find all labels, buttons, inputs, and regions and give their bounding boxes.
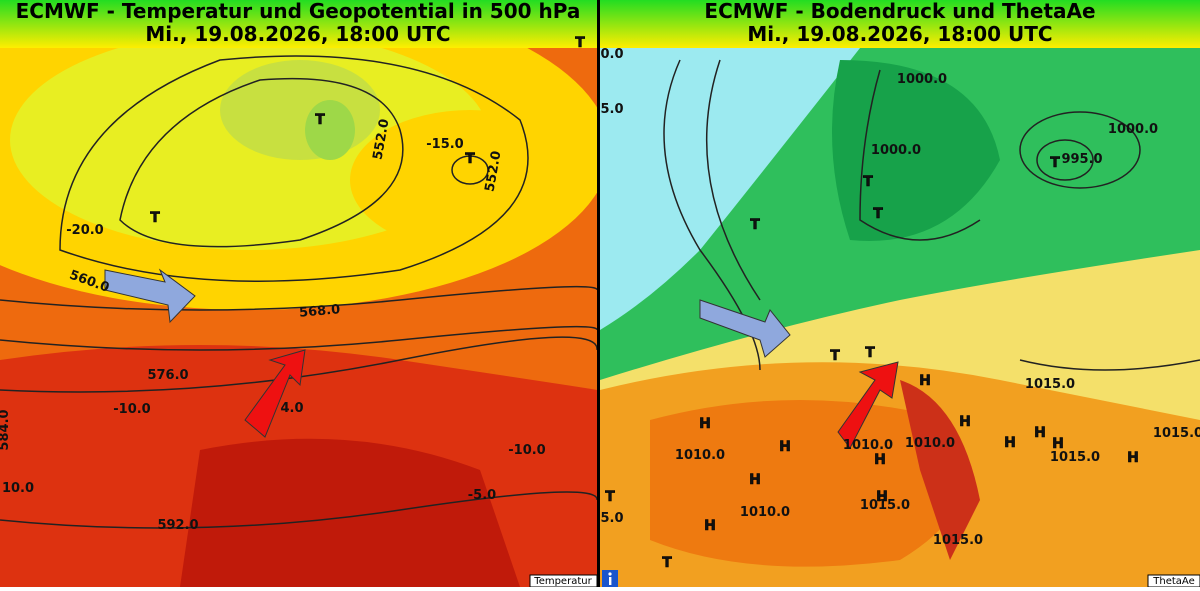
map-label: 1015.0 [1050, 450, 1100, 465]
map-label: -10.0 [113, 402, 150, 417]
map-label: 1000.0 [897, 72, 947, 87]
map-label: T [605, 489, 615, 505]
right-header [600, 0, 1200, 48]
map-label: -5.0 [468, 488, 496, 503]
map-label: T [662, 555, 672, 571]
map-label: 1015.0 [1153, 426, 1200, 441]
map-label: H [704, 518, 716, 534]
map-label: 552.0 [483, 150, 505, 193]
map-label: 1015.0 [860, 498, 910, 513]
map-label: 1010.0 [905, 436, 955, 451]
map-label: 1010.0 [843, 438, 893, 453]
map-label: H [699, 416, 711, 432]
map-label: 10.0 [2, 481, 34, 496]
left-legend: Temperatur [533, 576, 592, 587]
map-label: 568.0 [299, 302, 341, 321]
map-label: 552.0 [371, 118, 393, 161]
left-title: ECMWF - Temperatur und Geopotential in 5… [16, 0, 581, 23]
map-label: H [959, 414, 971, 430]
map-label: T [863, 174, 873, 190]
divider [597, 0, 600, 587]
map-label: 5.0 [600, 102, 623, 117]
map-label: H [876, 489, 888, 505]
map-label: T [150, 210, 160, 226]
map-label: T [830, 348, 840, 364]
map-label: H [1004, 435, 1016, 451]
map-label: 576.0 [147, 368, 188, 383]
map-label: H [1052, 436, 1064, 452]
map-label: T [315, 112, 325, 128]
map-label: H [919, 373, 931, 389]
map-label: 1010.0 [740, 505, 790, 520]
right-map [600, 48, 1200, 587]
map-label: H [1127, 450, 1139, 466]
right-title: ECMWF - Bodendruck und ThetaAe [704, 0, 1095, 23]
left-map [0, 48, 597, 587]
map-label: T [865, 345, 875, 361]
left-date: Mi., 19.08.2026, 18:00 UTC [145, 22, 450, 46]
map-label: T [465, 151, 475, 167]
map-label: 1015.0 [933, 533, 983, 548]
map-label: 584.0 [0, 409, 12, 450]
map-label: 1010.0 [675, 448, 725, 463]
map-label: -15.0 [426, 137, 463, 152]
map-label: -10.0 [508, 443, 545, 458]
map-label: H [779, 439, 791, 455]
map-label: 1015.0 [1025, 377, 1075, 392]
map-label: T [873, 206, 883, 222]
map-label: 0.0 [600, 47, 623, 62]
map-label: 4.0 [280, 401, 303, 416]
map-label: T [575, 35, 585, 51]
map-label: 1000.0 [1108, 122, 1158, 137]
map-label: 995.0 [1061, 152, 1102, 167]
map-label: 592.0 [157, 518, 198, 533]
map-label: H [749, 472, 761, 488]
map-label: 1000.0 [871, 143, 921, 158]
map-label: H [1034, 425, 1046, 441]
map-label: 5.0 [600, 511, 623, 526]
left-header [0, 0, 597, 48]
map-label: T [750, 217, 760, 233]
right-legend: ThetaAe [1152, 576, 1194, 587]
map-label: -20.0 [66, 223, 103, 238]
right-date: Mi., 19.08.2026, 18:00 UTC [747, 22, 1052, 46]
map-label: T [1050, 155, 1060, 171]
map-label: H [874, 452, 886, 468]
